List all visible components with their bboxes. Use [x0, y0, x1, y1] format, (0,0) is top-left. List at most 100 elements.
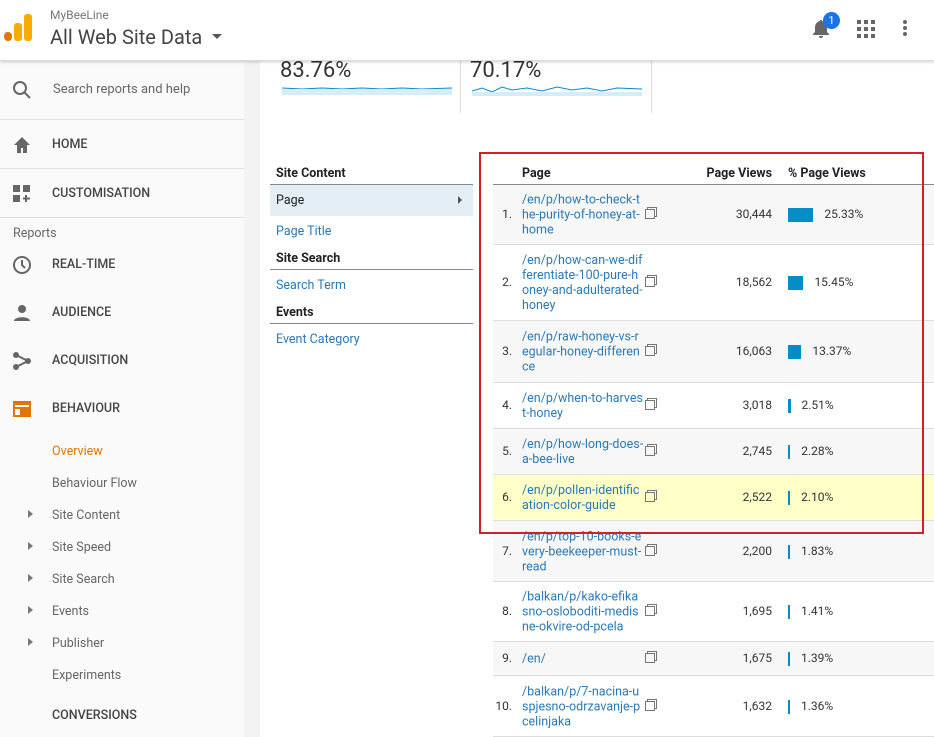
nav-item[interactable]: Overview	[52, 444, 103, 459]
page-views: 1,675	[742, 651, 772, 665]
page-views: 2,200	[742, 543, 772, 558]
dimension-label: Search Term	[276, 278, 346, 293]
pct-value: 1.39%	[801, 651, 834, 665]
pct-value: 25.33%	[824, 207, 864, 221]
page-views: 1,632	[742, 698, 772, 713]
section-icon	[13, 256, 31, 274]
pct-value: 2.10%	[801, 490, 834, 504]
page-link[interactable]: /en/p/how-to-check-the-purity-of-honey-a…	[522, 192, 640, 238]
page-link[interactable]: /en/	[522, 651, 546, 667]
pct-bar	[788, 605, 790, 619]
page-views: 3,018	[742, 398, 772, 412]
page-link[interactable]: /en/p/how-long-does-a-bee-live	[522, 437, 644, 467]
page-link[interactable]: /balkan/p/7-nacina-uspjesno-odrzavanje-p…	[522, 684, 641, 729]
nav-section[interactable]: CONVERSIONS	[52, 708, 137, 723]
pct-value: 15.45%	[814, 275, 854, 289]
expand-arrow	[28, 510, 33, 518]
nav-item[interactable]: Site Content	[52, 508, 121, 523]
divider	[651, 60, 652, 113]
dropdown[interactable]	[212, 34, 222, 40]
metric: 70.17%	[470, 58, 542, 83]
sparkline	[472, 86, 642, 96]
rank: 7.	[502, 543, 512, 558]
page-views: 1,695	[742, 604, 772, 618]
page-link[interactable]: /en/p/when-to-harvest-honey	[522, 391, 643, 421]
rank: 4.	[502, 398, 512, 412]
open-icon	[645, 209, 655, 219]
rank: 3.	[502, 344, 512, 358]
nav-section[interactable]: BEHAVIOUR	[52, 401, 120, 416]
open-icon	[645, 492, 655, 502]
table-row: 6. /en/p/pollen-identification-color-guid…	[493, 475, 934, 521]
divider	[270, 323, 473, 324]
nav-item[interactable]: Experiments	[52, 668, 122, 683]
sidebar: Search reports and help HOME CUSTOMISATI…	[0, 60, 245, 737]
nav-section[interactable]: ACQUISITION	[52, 353, 129, 368]
dimension-selected[interactable]: Page	[270, 185, 473, 216]
pct-value: 1.36%	[801, 698, 834, 713]
rank: 8.	[502, 604, 512, 618]
expand-arrow	[28, 606, 33, 614]
table-row: 8. /balkan/p/kako-efikasno-osloboditi-med…	[493, 582, 934, 642]
table-row: 1. /en/p/how-to-check-the-purity-of-honey…	[493, 185, 934, 245]
page-views: 2,522	[742, 490, 772, 504]
apps[interactable]	[857, 20, 875, 38]
nav-section[interactable]: REAL-TIME	[52, 257, 116, 272]
menu[interactable]	[902, 19, 908, 37]
page-link[interactable]: /en/p/how-can-we-differentiate-100-pure-…	[522, 253, 643, 313]
pct-bar	[788, 208, 814, 222]
expand-arrow	[28, 542, 33, 550]
pct-bar	[788, 399, 791, 413]
page-link[interactable]: /balkan/p/kako-efikasno-osloboditi-medis…	[522, 589, 639, 635]
nav-item[interactable]: Publisher	[52, 636, 105, 651]
account: MyBeeLine	[50, 8, 109, 22]
open-icon	[645, 446, 655, 456]
divider	[270, 269, 473, 270]
divider	[460, 60, 461, 113]
table-row: 9. /en/1,675 1.39%	[493, 642, 934, 676]
expand-arrow	[28, 638, 33, 646]
page-link[interactable]: /en/p/top-10-books-every-beekeeper-must-…	[522, 529, 642, 574]
nav-item[interactable]: Site Speed	[52, 540, 112, 555]
dimension-label: Page Title	[276, 224, 332, 239]
rank: 9.	[502, 651, 512, 665]
property[interactable]: All Web Site Data	[50, 25, 203, 49]
divider	[493, 184, 934, 185]
page-views: 2,745	[742, 444, 772, 458]
home-icon	[14, 137, 30, 153]
rank: 5.	[502, 444, 512, 458]
nav-section[interactable]: AUDIENCE	[52, 305, 112, 320]
pct-bar	[788, 276, 804, 290]
section-icon	[13, 401, 31, 417]
search[interactable]: Search reports and help	[53, 82, 191, 97]
dimension-link[interactable]: Event Category	[270, 324, 473, 355]
page-link[interactable]: /en/p/raw-honey-vs-regular-honey-differe…	[522, 329, 640, 375]
pct-value: 2.28%	[801, 444, 834, 458]
search-icon	[13, 81, 31, 99]
pct-value: 1.41%	[801, 604, 834, 618]
badge: 1	[823, 12, 840, 29]
custom-icon	[13, 185, 30, 202]
divider	[0, 119, 244, 120]
pct-bar	[788, 345, 802, 359]
column-header: % Page Views	[788, 166, 866, 181]
dimension-link[interactable]: Search Term	[270, 270, 473, 301]
nav-item[interactable]: Site Search	[52, 572, 115, 587]
pct-bar	[788, 652, 790, 666]
pct-bar	[788, 491, 791, 505]
table-row: 10. /balkan/p/7-nacina-uspjesno-odrzavanj…	[493, 676, 934, 737]
nav-customisation[interactable]: CUSTOMISATION	[52, 186, 151, 201]
dimension-label: Page	[276, 193, 305, 208]
nav-item[interactable]: Behaviour Flow	[52, 476, 137, 491]
arrow	[458, 196, 462, 204]
divider	[0, 168, 244, 169]
nav-item[interactable]: Events	[52, 604, 89, 619]
open-icon	[645, 606, 655, 616]
dimension-link[interactable]: Page Title	[270, 216, 473, 247]
sparkline	[282, 87, 452, 95]
pct-value: 2.51%	[801, 398, 834, 412]
open-icon	[645, 545, 655, 556]
rank: 2.	[502, 275, 512, 289]
nav-home[interactable]: HOME	[52, 137, 88, 152]
page-link[interactable]: /en/p/pollen-identification-color-guide	[522, 483, 640, 513]
